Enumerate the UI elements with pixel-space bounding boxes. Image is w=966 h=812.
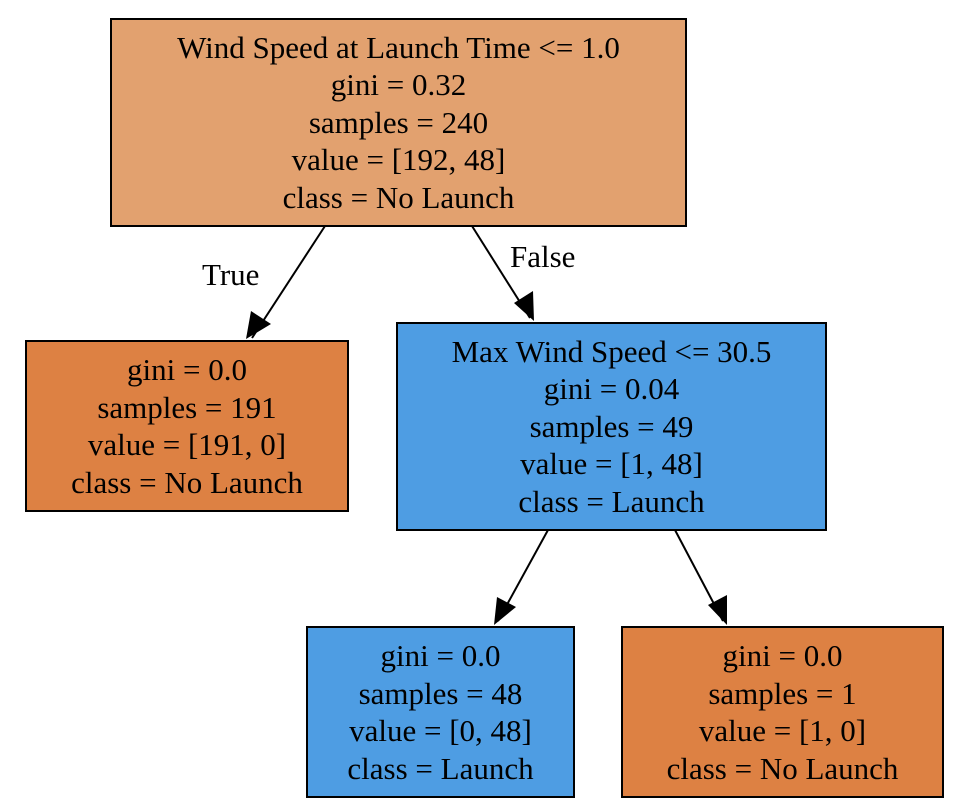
node-gini: gini = 0.0 [380,638,501,673]
node-class: class = No Launch [71,464,303,500]
arrowhead-root-to-left-leaf [246,311,271,339]
node-value: value = [192, 48] [291,142,506,178]
node-samples: samples = 48 [358,675,523,711]
node-split-rule: Max Wind Speed <= 30.5 [451,333,772,369]
tree-node-root: Wind Speed at Launch Time <= 1.0 gini = … [110,18,687,227]
edge-root-to-left-leaf [251,225,326,339]
node-gini: gini = 0.04 [543,371,680,407]
arrowhead-right-split-to-bottom-left [494,597,516,625]
arrowhead-root-to-right-split [514,291,534,321]
node-class: class = No Launch [282,179,515,215]
node-gini: gini = 0.32 [330,67,467,103]
node-value: value = [1, 0] [698,713,867,748]
tree-node-right-split: Max Wind Speed <= 30.5 gini = 0.04 sampl… [396,322,827,531]
edge-label-true: True [202,257,260,292]
node-class: class = Launch [347,750,534,786]
node-samples: samples = 240 [308,104,489,140]
tree-node-bottom-left-leaf: gini = 0.0 samples = 48 value = [0, 48] … [306,626,575,798]
node-gini: gini = 0.0 [127,352,247,387]
node-value: value = [0, 48] [349,713,532,748]
arrowhead-right-split-to-bottom-right [708,595,727,625]
node-split-rule: Wind Speed at Launch Time <= 1.0 [177,29,620,65]
node-gini: gini = 0.0 [722,638,843,673]
node-class: class = No Launch [666,750,899,786]
node-samples: samples = 49 [529,408,694,444]
node-value: value = [191, 0] [87,427,287,462]
node-value: value = [1, 48] [520,446,703,482]
tree-node-bottom-right-leaf: gini = 0.0 samples = 1 value = [1, 0] cl… [621,626,944,798]
node-samples: samples = 1 [708,675,857,711]
node-samples: samples = 191 [97,389,277,425]
node-class: class = Launch [518,483,705,519]
edge-label-false: False [510,239,576,274]
tree-node-left-leaf: gini = 0.0 samples = 191 value = [191, 0… [25,340,349,512]
